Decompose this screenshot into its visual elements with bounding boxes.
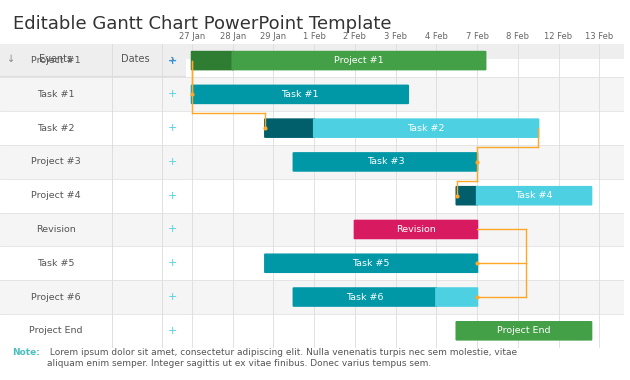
Bar — [186, 179, 624, 212]
Text: Revision: Revision — [396, 225, 436, 234]
Text: +: + — [168, 225, 178, 234]
Bar — [186, 280, 624, 314]
FancyBboxPatch shape — [292, 152, 478, 172]
Text: Project End: Project End — [497, 326, 551, 335]
Text: +: + — [168, 123, 178, 133]
Text: Task #5: Task #5 — [37, 259, 74, 268]
Bar — [186, 314, 624, 348]
Text: Lorem ipsum dolor sit amet, consectetur adipiscing elit. Nulla venenatis turpis : Lorem ipsum dolor sit amet, consectetur … — [47, 348, 517, 368]
Text: Task #1: Task #1 — [281, 90, 319, 99]
Text: +: + — [168, 55, 178, 66]
Text: +: + — [168, 292, 178, 302]
Text: ›: › — [170, 52, 175, 65]
Bar — [186, 212, 624, 246]
Text: Dates: Dates — [122, 54, 150, 64]
FancyBboxPatch shape — [292, 287, 438, 307]
Bar — [0, 44, 186, 76]
Text: Project #1: Project #1 — [334, 56, 384, 65]
FancyBboxPatch shape — [191, 85, 409, 104]
FancyBboxPatch shape — [455, 321, 592, 340]
Bar — [0, 78, 186, 111]
Text: ↓: ↓ — [8, 54, 16, 64]
Text: Project #1: Project #1 — [31, 56, 81, 65]
FancyBboxPatch shape — [435, 287, 478, 307]
Text: Task #2: Task #2 — [37, 124, 74, 133]
Bar — [186, 145, 624, 179]
Text: Note:: Note: — [13, 348, 40, 357]
Text: Task #4: Task #4 — [515, 191, 553, 200]
Bar — [186, 78, 624, 111]
Text: +: + — [168, 157, 178, 167]
FancyBboxPatch shape — [313, 118, 539, 138]
Bar — [186, 44, 624, 59]
FancyBboxPatch shape — [264, 118, 316, 138]
Text: Project #6: Project #6 — [31, 293, 81, 302]
Bar — [0, 314, 186, 348]
Bar — [0, 44, 186, 78]
Text: Task #1: Task #1 — [37, 90, 74, 99]
Text: Project #4: Project #4 — [31, 191, 81, 200]
Text: Revision: Revision — [36, 225, 76, 234]
Text: +: + — [168, 191, 178, 201]
Text: Editable Gantt Chart PowerPoint Template: Editable Gantt Chart PowerPoint Template — [13, 15, 391, 33]
Bar — [0, 246, 186, 280]
Bar — [186, 111, 624, 145]
Bar — [186, 44, 624, 78]
Bar — [0, 179, 186, 212]
Bar — [0, 111, 186, 145]
Text: +: + — [168, 89, 178, 99]
Bar — [0, 280, 186, 314]
Bar — [186, 246, 624, 280]
FancyBboxPatch shape — [231, 51, 486, 70]
Text: Events: Events — [39, 54, 72, 64]
Text: Task #2: Task #2 — [408, 124, 445, 133]
FancyBboxPatch shape — [455, 186, 478, 206]
Text: Project #3: Project #3 — [31, 157, 81, 166]
FancyBboxPatch shape — [264, 253, 478, 273]
Text: +: + — [168, 258, 178, 268]
Text: Task #5: Task #5 — [352, 259, 390, 268]
Text: Project End: Project End — [29, 326, 83, 335]
Text: Task #3: Task #3 — [367, 157, 404, 166]
FancyBboxPatch shape — [191, 51, 234, 70]
Text: +: + — [168, 326, 178, 336]
Bar — [0, 212, 186, 246]
FancyBboxPatch shape — [353, 220, 478, 239]
Text: Task #6: Task #6 — [346, 293, 384, 302]
FancyBboxPatch shape — [476, 186, 592, 206]
Bar — [0, 145, 186, 179]
